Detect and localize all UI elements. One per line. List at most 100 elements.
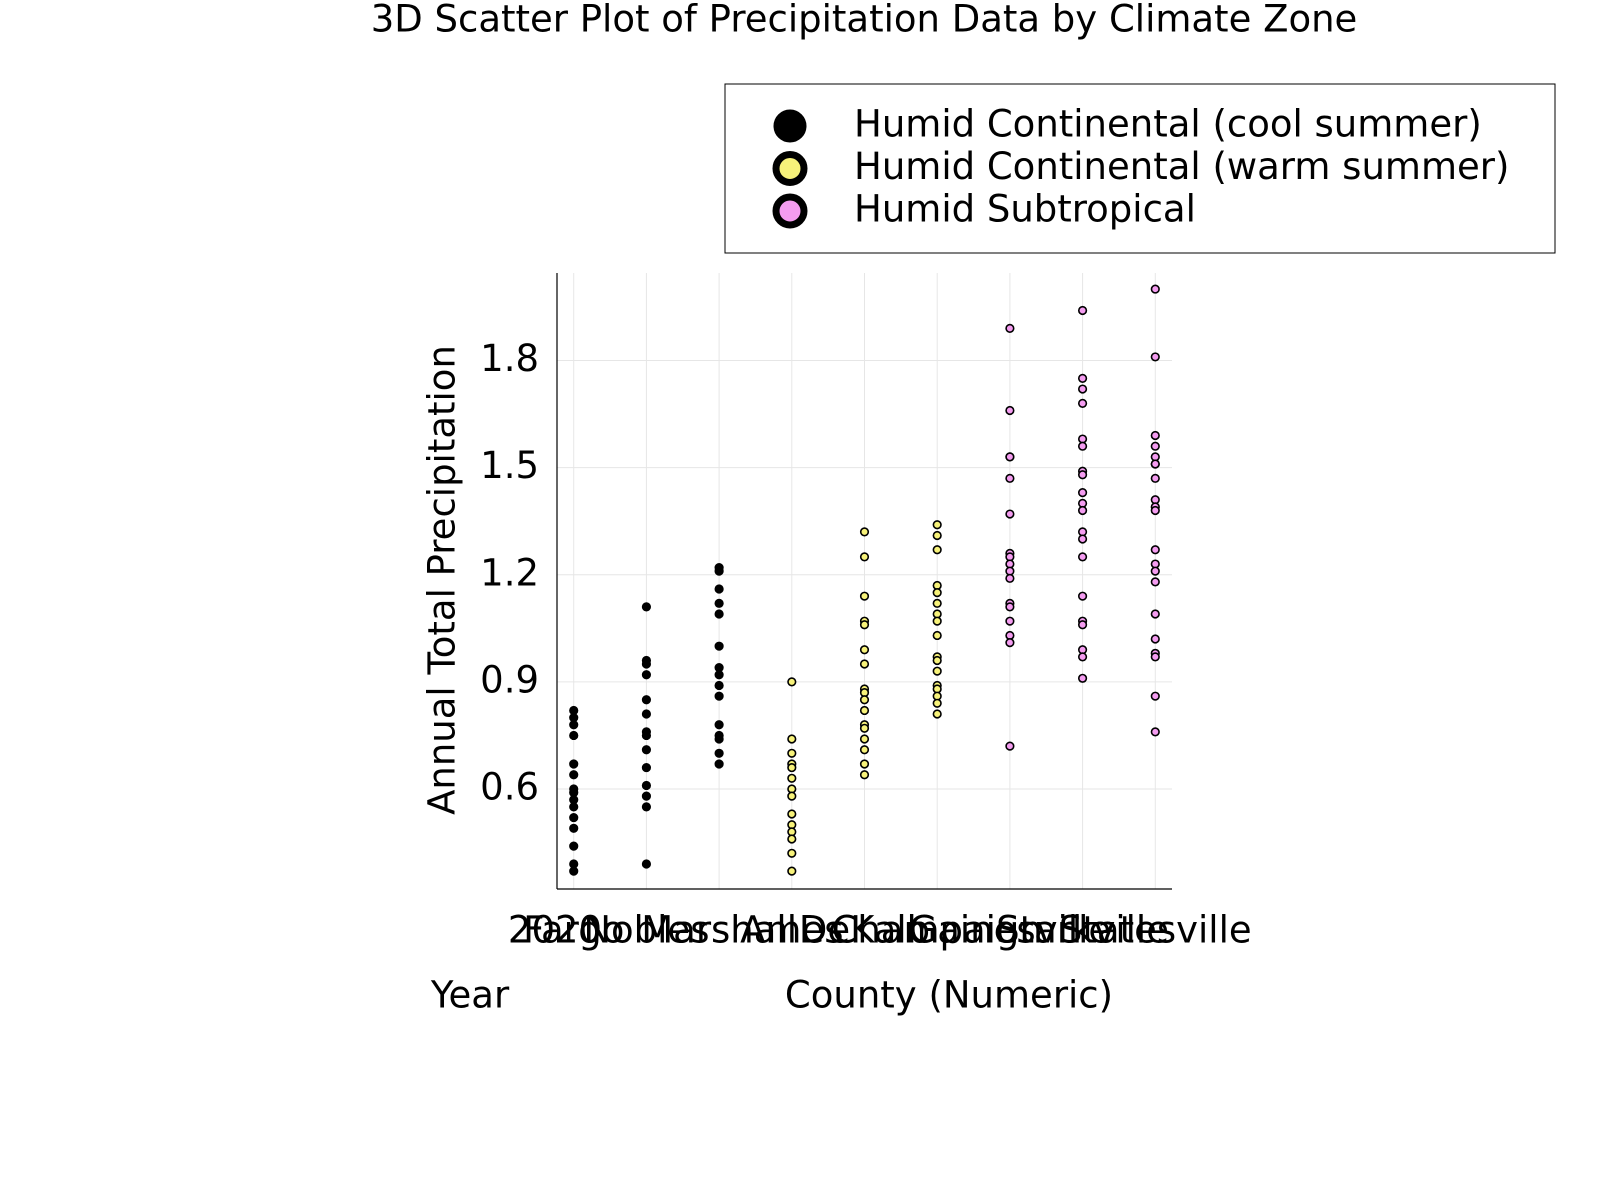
point [1150,473,1160,483]
point [569,730,579,741]
point [1077,652,1088,662]
legend-box [724,83,1556,254]
point [1150,441,1160,451]
point [641,802,652,812]
point [932,630,942,641]
point [1005,323,1015,333]
point [932,588,942,598]
point [1077,591,1088,601]
point [1005,637,1015,648]
x-tick-label: Starkville [996,909,1169,952]
point [569,759,579,769]
point [932,545,942,555]
point [1150,545,1160,555]
point [1150,652,1160,662]
point [714,566,724,576]
point [641,602,652,612]
point [641,730,652,741]
point [1077,470,1088,480]
point [641,670,652,680]
point [1077,620,1088,630]
point [859,705,870,716]
point [1150,577,1160,587]
point [859,734,870,744]
point [932,666,942,676]
z-axis-label: Year [430,974,510,1017]
x-tick-label: Champaign [831,909,1042,952]
point [859,723,870,733]
point [1150,691,1160,701]
chart-title: 3D Scatter Plot of Precipitation Data by… [371,0,1358,41]
point [641,745,652,755]
point [1005,741,1015,751]
point [1077,673,1088,683]
point [569,812,579,823]
point [714,641,724,651]
point [1005,573,1015,583]
point [714,691,724,701]
point [641,780,652,791]
point [787,834,797,844]
point [1077,384,1088,394]
point [1005,509,1015,519]
point [787,773,797,783]
point [932,698,942,708]
point [787,791,797,801]
point [569,823,579,833]
point [714,680,724,691]
point [859,695,870,705]
point [787,809,797,819]
point [1077,488,1088,498]
point [569,802,579,812]
y-tick-label: 1.8 [480,337,539,380]
point [932,598,942,608]
y-axis-label: Annual Total Precipitation [421,345,464,815]
point [859,659,870,669]
point [714,720,724,730]
point [1077,534,1088,544]
x-tick-label: Fargo [523,909,624,952]
point [1005,616,1015,626]
x-tick-label: Ames [740,909,843,952]
point [1150,566,1160,576]
point [641,709,652,719]
x-tick-label: Nobles [583,909,709,952]
point [569,841,579,851]
point [787,734,797,744]
point [859,620,870,630]
point [932,520,942,530]
point [1077,441,1088,451]
x-tick-label: Gainesville [909,909,1112,952]
legend-label: Humid Subtropical [854,188,1196,231]
point [787,677,797,687]
y-tick-label: 1.2 [480,551,539,594]
point [1077,398,1088,408]
point [859,745,870,755]
point [714,670,724,680]
y-tick-label: 0.6 [480,766,539,809]
point [1005,452,1015,462]
point [569,770,579,780]
point [932,616,942,626]
point [859,552,870,562]
point [569,866,579,876]
point [859,645,870,655]
point [569,720,579,730]
point [787,748,797,758]
point [641,791,652,801]
point [641,695,652,705]
point [1150,430,1160,441]
point [859,770,870,780]
y-tick-label: 0.9 [480,658,539,701]
x-tick-label: Marshall [641,909,797,952]
point [714,598,724,608]
point [932,709,942,719]
point [859,759,870,769]
point [714,609,724,619]
point [714,734,724,744]
point [1150,284,1160,294]
legend-marker [773,109,807,143]
point [859,591,870,601]
point [641,659,652,669]
